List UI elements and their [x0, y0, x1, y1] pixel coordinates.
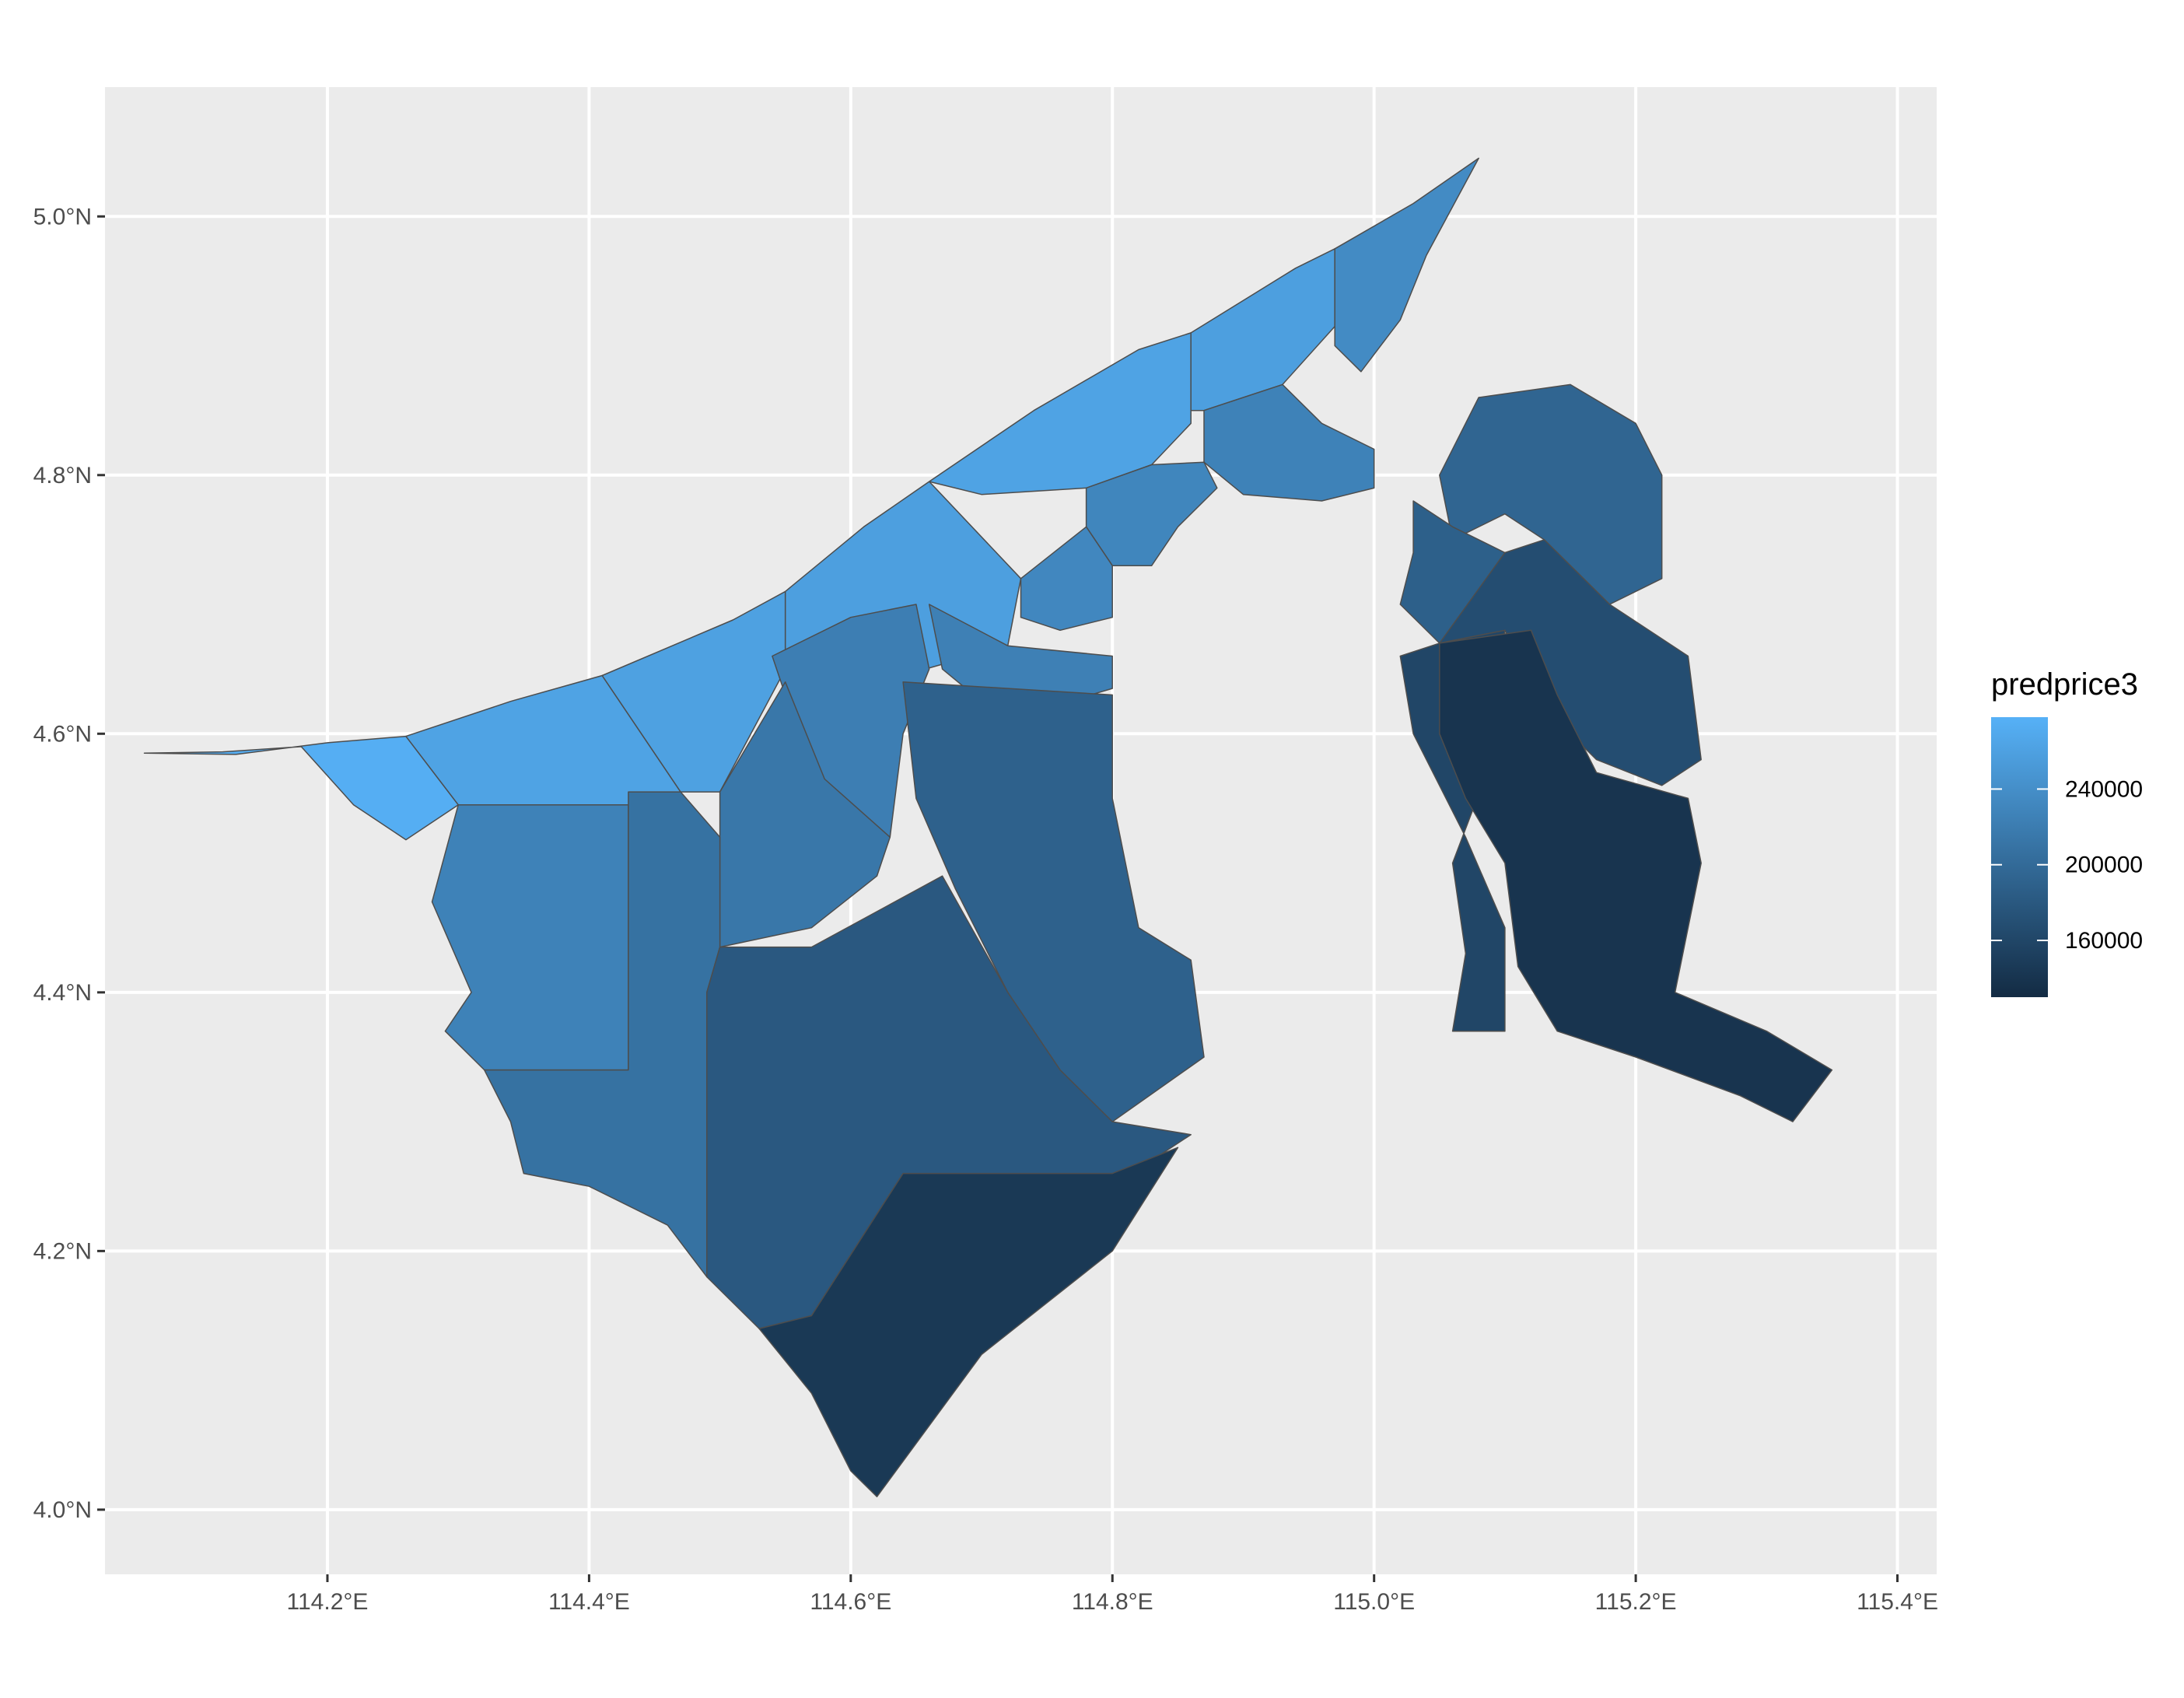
legend-title: predprice3 — [1991, 667, 2138, 702]
y-tick-label-4: 4.8°N — [33, 463, 92, 488]
x-tick-label-4: 115.0°E — [1333, 1589, 1415, 1615]
x-tick-label-6: 115.4°E — [1857, 1589, 1938, 1615]
x-tick-label-5: 115.2°E — [1595, 1589, 1677, 1615]
region-22[interactable] — [1439, 629, 1833, 1122]
map-regions — [143, 157, 1833, 1497]
x-tick-label-0: 114.2°E — [287, 1589, 369, 1615]
x-axis: 114.2°E 114.4°E 114.6°E 114.8°E 115.0°E 115.2… — [287, 1574, 1938, 1615]
region-17[interactable] — [758, 1147, 1179, 1497]
y-tick-label-5: 5.0°N — [33, 204, 92, 229]
legend-tick-label-1: 200000 — [2065, 853, 2143, 878]
region-6[interactable] — [1334, 157, 1479, 373]
legend-ticks: 160000 200000 240000 — [1991, 776, 2143, 954]
region-14[interactable] — [484, 791, 721, 1278]
region-4[interactable] — [928, 332, 1192, 495]
region-13[interactable] — [431, 803, 629, 1071]
y-tick-label-1: 4.2°N — [33, 1238, 92, 1264]
region-12[interactable] — [719, 681, 891, 948]
region-0[interactable] — [143, 735, 459, 841]
legend-colorbar — [1991, 717, 2048, 997]
region-15[interactable] — [902, 681, 1205, 1122]
y-tick-label-2: 4.4°N — [33, 980, 92, 1006]
y-axis: 4.0°N 4.2°N 4.4°N 4.6°N 4.8°N 5.0°N — [33, 204, 105, 1523]
legend-tick-label-0: 160000 — [2065, 928, 2143, 954]
x-tick-label-2: 114.6°E — [810, 1589, 891, 1615]
legend: predprice3 160000 200000 240000 — [1991, 667, 2143, 997]
y-tick-label-3: 4.6°N — [33, 721, 92, 747]
y-tick-label-0: 4.0°N — [33, 1497, 92, 1523]
x-tick-label-3: 114.8°E — [1072, 1589, 1153, 1615]
region-5[interactable] — [1190, 248, 1335, 411]
x-tick-label-1: 114.4°E — [548, 1589, 630, 1615]
region-7[interactable] — [1203, 383, 1375, 502]
region-9[interactable] — [1020, 526, 1113, 632]
legend-tick-label-2: 240000 — [2065, 776, 2143, 802]
